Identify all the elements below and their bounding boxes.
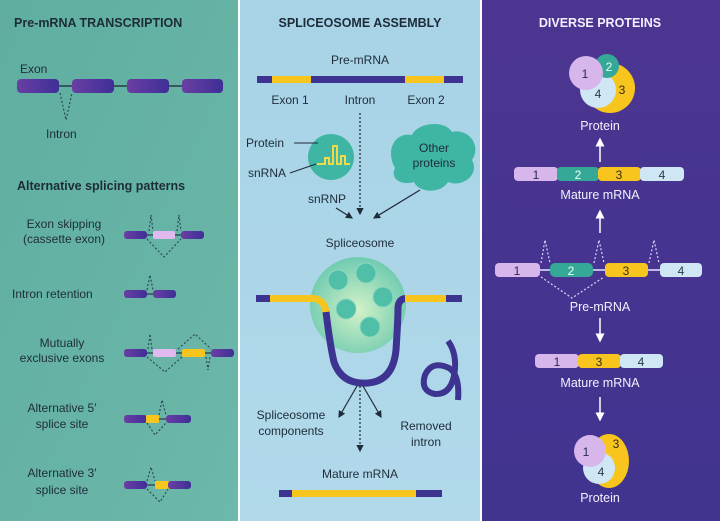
pattern-label: Mutually <box>40 336 85 350</box>
domain-number: 3 <box>619 83 626 97</box>
pattern-label: Alternative 5′ <box>28 401 98 415</box>
exon-label: Exon <box>20 62 47 76</box>
panel-title: Pre-mRNA TRANSCRIPTION <box>14 16 182 30</box>
pattern-label: (cassette exon) <box>23 232 105 246</box>
exon-number: 3 <box>596 355 603 369</box>
pattern-alternative-3-splice-site: Alternative 3′ splice site <box>28 464 191 503</box>
exon-1-label: Exon 1 <box>271 93 309 107</box>
exon-number: 3 <box>623 264 630 278</box>
exon-number: 1 <box>533 168 540 182</box>
pre-mrna-strand <box>257 76 463 83</box>
mature-mrna-label-top: Mature mRNA <box>560 188 640 202</box>
removed-intron-label: intron <box>411 435 441 449</box>
pattern-label: splice site <box>36 417 89 431</box>
exon-number: 4 <box>638 355 645 369</box>
snrnp-label: snRNP <box>308 192 346 206</box>
pattern-mutually-exclusive-exons: Mutually exclusive exons <box>20 333 234 373</box>
exon-2-label: Exon 2 <box>407 93 445 107</box>
mature-mrna-1234: 1 2 3 4 <box>514 167 684 182</box>
panel-title: SPLICEOSOME ASSEMBLY <box>279 16 443 30</box>
exon <box>127 79 169 93</box>
pattern-label: Exon skipping <box>27 217 102 231</box>
exon-number: 2 <box>568 264 575 278</box>
pattern-exon-skipping: Exon skipping (cassette exon) <box>23 214 204 258</box>
protein-isoform-1234: 1 2 3 4 <box>569 54 635 113</box>
spliceosome-label: Spliceosome <box>326 236 395 250</box>
exon-number: 1 <box>514 264 521 278</box>
mature-mrna-134: 1 3 4 <box>535 354 663 369</box>
exon <box>17 79 59 93</box>
exon-number: 4 <box>678 264 685 278</box>
domain-number: 1 <box>583 445 590 459</box>
protein-label-bottom: Protein <box>580 491 620 505</box>
domain-number: 4 <box>595 87 602 101</box>
patterns-title: Alternative splicing patterns <box>17 179 185 193</box>
pre-mrna-label: Pre-mRNA <box>331 53 389 67</box>
intron-label: Intron <box>345 93 376 107</box>
pattern-label: Alternative 3′ <box>28 466 98 480</box>
pre-mrna-gene <box>17 79 223 121</box>
spliceosome-components-label: Spliceosome <box>257 408 326 422</box>
spliceosome-components-label: components <box>258 424 323 438</box>
exon <box>72 79 114 93</box>
pattern-label: splice site <box>36 483 89 497</box>
exon-number: 3 <box>616 168 623 182</box>
protein-isoform-134: 1 3 4 <box>574 434 629 488</box>
protein-label-top: Protein <box>580 119 620 133</box>
exon <box>182 79 223 93</box>
domain-number: 1 <box>582 67 589 81</box>
domain-number: 4 <box>598 465 605 479</box>
removed-intron-label: Removed <box>400 419 451 433</box>
snrnp-particle <box>289 134 354 180</box>
pattern-alternative-5-splice-site: Alternative 5′ splice site <box>28 399 191 436</box>
protein-label: Protein <box>246 136 284 150</box>
other-proteins-label: proteins <box>413 156 456 170</box>
other-proteins-label: Other <box>419 141 449 155</box>
panel-title: DIVERSE PROTEINS <box>539 16 661 30</box>
pattern-label: exclusive exons <box>20 351 105 365</box>
pattern-label: Intron retention <box>12 287 93 301</box>
intron-loop <box>59 92 73 121</box>
other-proteins-cloud: Other proteins <box>391 124 476 191</box>
domain-number: 2 <box>606 60 613 74</box>
spliceosome-complex <box>256 257 462 387</box>
domain-number: 3 <box>613 437 620 451</box>
removed-intron-lariat <box>420 339 462 401</box>
panel-diverse-proteins: DIVERSE PROTEINS 1 2 3 4 Protein 1 2 3 4… <box>482 0 720 521</box>
mature-mrna-label-bottom: Mature mRNA <box>560 376 640 390</box>
pre-mrna-label: Pre-mRNA <box>570 300 631 314</box>
exon-number: 1 <box>554 355 561 369</box>
panel-background <box>0 0 238 521</box>
intron-label: Intron <box>46 127 77 141</box>
exon-number: 4 <box>659 168 666 182</box>
mature-mrna-strand <box>279 490 442 497</box>
panel-pre-mrna-transcription: Pre-mRNA TRANSCRIPTION Exon Intron Alter… <box>0 0 238 521</box>
exon-number: 2 <box>575 168 582 182</box>
snrna-strand-icon <box>317 145 350 165</box>
mature-mrna-label: Mature mRNA <box>322 467 398 481</box>
pattern-intron-retention: Intron retention <box>12 274 176 301</box>
snrna-label: snRNA <box>248 166 286 180</box>
panel-spliceosome-assembly: SPLICEOSOME ASSEMBLY Pre-mRNA Exon 1 Int… <box>240 0 480 521</box>
pre-mrna-4-exons: 1 2 3 4 <box>495 239 702 299</box>
